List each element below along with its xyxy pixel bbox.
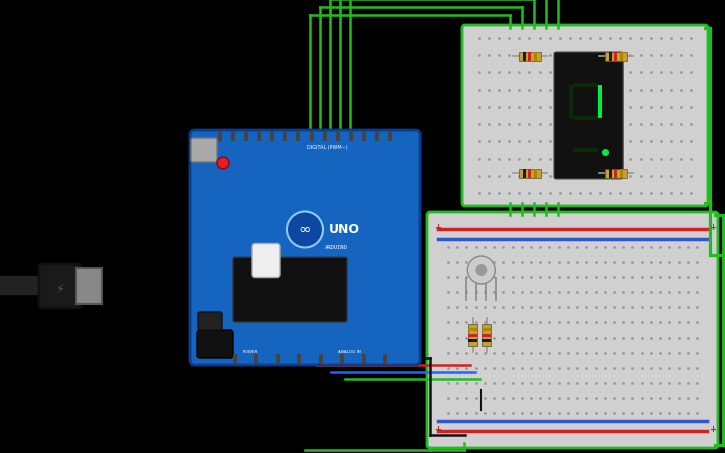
Bar <box>362 131 366 141</box>
Bar <box>468 324 477 346</box>
Text: +: + <box>709 223 716 232</box>
FancyBboxPatch shape <box>427 212 718 448</box>
Bar <box>573 148 597 152</box>
FancyBboxPatch shape <box>462 25 708 206</box>
Bar <box>597 85 602 112</box>
Bar <box>388 131 392 141</box>
Bar <box>483 339 492 342</box>
Circle shape <box>217 157 229 169</box>
Text: UNO: UNO <box>329 223 360 236</box>
Text: +: + <box>434 425 441 434</box>
Bar <box>319 354 323 364</box>
FancyBboxPatch shape <box>191 138 217 162</box>
Bar <box>523 169 526 178</box>
Bar <box>614 169 617 178</box>
Bar <box>519 169 541 178</box>
Circle shape <box>287 212 323 247</box>
Bar <box>310 131 313 141</box>
Text: +: + <box>709 425 716 434</box>
Circle shape <box>468 256 495 284</box>
FancyBboxPatch shape <box>197 330 233 358</box>
Bar <box>569 85 573 112</box>
Bar <box>468 339 477 342</box>
Bar <box>620 169 624 178</box>
FancyBboxPatch shape <box>39 264 81 308</box>
Bar <box>231 131 235 141</box>
Bar <box>573 83 597 87</box>
Bar <box>605 169 627 178</box>
Bar <box>528 169 531 178</box>
Bar <box>297 131 300 141</box>
Bar <box>257 131 261 141</box>
Bar <box>218 131 222 141</box>
Bar <box>375 131 379 141</box>
Bar <box>528 52 531 61</box>
Bar <box>534 52 536 61</box>
Text: POWER: POWER <box>242 350 257 354</box>
Bar <box>468 328 477 331</box>
Bar <box>523 52 526 61</box>
Bar <box>569 91 573 118</box>
FancyBboxPatch shape <box>554 52 623 179</box>
Bar <box>349 131 353 141</box>
Bar <box>254 354 258 364</box>
Bar <box>609 169 612 178</box>
Bar <box>383 354 387 364</box>
Circle shape <box>476 264 487 276</box>
FancyBboxPatch shape <box>198 312 222 330</box>
Bar <box>614 52 617 61</box>
Text: ∞: ∞ <box>299 222 311 237</box>
Bar <box>519 52 541 61</box>
Bar <box>233 354 237 364</box>
Bar <box>597 91 602 118</box>
Bar <box>534 169 536 178</box>
Text: DIGITAL (PWM~): DIGITAL (PWM~) <box>307 145 347 149</box>
Bar <box>573 116 597 120</box>
Bar <box>362 354 365 364</box>
Bar <box>244 131 248 141</box>
Text: +: + <box>434 223 441 232</box>
Bar <box>483 334 492 337</box>
Text: ⚡: ⚡ <box>56 283 65 295</box>
Bar <box>283 131 287 141</box>
FancyBboxPatch shape <box>233 257 347 322</box>
Bar <box>483 328 492 331</box>
FancyBboxPatch shape <box>76 268 102 304</box>
Bar <box>605 52 627 61</box>
Bar <box>468 334 477 337</box>
Bar <box>483 324 492 346</box>
Bar <box>340 354 344 364</box>
Text: ARDUINO: ARDUINO <box>324 245 347 250</box>
Bar <box>336 131 340 141</box>
Bar <box>270 131 274 141</box>
FancyBboxPatch shape <box>190 130 420 365</box>
Bar <box>323 131 327 141</box>
Text: ANALOG IN: ANALOG IN <box>338 350 360 354</box>
FancyBboxPatch shape <box>252 244 280 278</box>
Bar <box>297 354 302 364</box>
Bar <box>276 354 280 364</box>
Bar <box>620 52 624 61</box>
Bar <box>609 52 612 61</box>
